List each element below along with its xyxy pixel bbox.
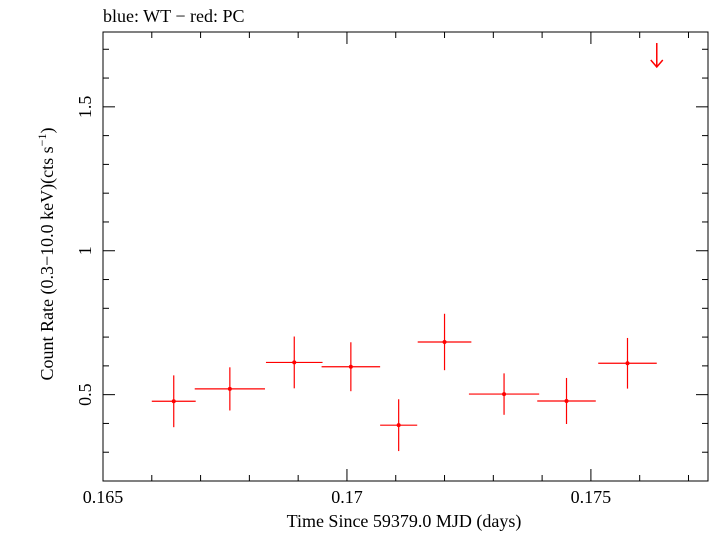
- data-point: [442, 339, 447, 344]
- x-axis-label: Time Since 59379.0 MJD (days): [287, 511, 522, 532]
- data-point: [502, 392, 507, 397]
- upper-limit-arrow-head: [650, 59, 664, 69]
- data-point: [564, 398, 569, 403]
- data-point: [348, 364, 353, 369]
- data-point: [227, 386, 232, 391]
- y-axis-label-superscript: −1: [35, 134, 49, 147]
- x-tick-label: 0.165: [83, 487, 124, 507]
- data-point: [625, 361, 630, 366]
- y-axis-label: Count Rate (0.3−10.0 keV)(cts s−1): [35, 128, 58, 381]
- x-tick-label: 0.17: [331, 487, 363, 507]
- plot-frame: [102, 31, 709, 482]
- chart-title: blue: WT − red: PC: [103, 6, 244, 26]
- y-axis-label-main: Count Rate (0.3−10.0 keV)(cts s: [37, 146, 58, 380]
- y-tick-label: 0.5: [75, 383, 95, 406]
- y-axis-label-close: ): [37, 128, 58, 134]
- x-tick-label: 0.175: [571, 487, 612, 507]
- y-tick-label: 1: [75, 246, 95, 255]
- y-tick-label: 1.5: [75, 96, 95, 119]
- data-point: [171, 399, 176, 404]
- data-point: [396, 423, 401, 428]
- data-point: [292, 360, 297, 365]
